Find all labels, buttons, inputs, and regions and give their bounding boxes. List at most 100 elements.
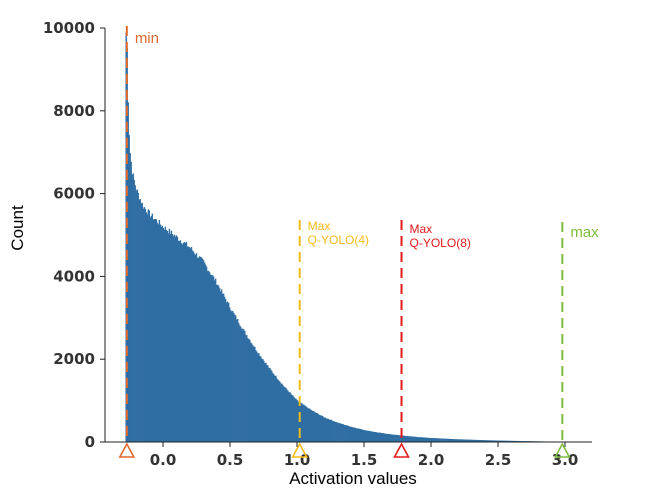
histogram-bin [208, 272, 211, 442]
histogram-bin [311, 410, 313, 442]
histogram-bin [293, 396, 295, 442]
histogram-bin [326, 418, 328, 442]
histogram-bin [276, 378, 278, 442]
histogram-bin [361, 429, 364, 442]
histogram-bin [423, 437, 426, 442]
histogram-bin [227, 303, 230, 442]
histogram-bin [174, 236, 177, 442]
histogram-bin [407, 436, 410, 442]
histogram-bin [468, 439, 470, 442]
histogram-bin [330, 419, 332, 442]
histogram-bin [240, 326, 242, 442]
y-tick-label: 10000 [43, 19, 95, 37]
histogram-bin [159, 224, 162, 442]
histogram-bin [236, 319, 238, 442]
histogram-bin [346, 425, 348, 442]
histogram-bin [302, 404, 304, 442]
histogram-bin [458, 439, 460, 442]
histogram-bin [198, 256, 201, 442]
histogram-bin [411, 436, 414, 442]
histogram-bin [245, 334, 247, 442]
histogram-bin [203, 262, 206, 442]
x-tick-label: 3.0 [552, 451, 579, 469]
histogram-bin [135, 190, 137, 442]
histogram-bin [149, 217, 151, 442]
histogram-bin [451, 439, 453, 442]
histogram-bin [430, 437, 432, 442]
annotation-label-max-q-yolo-4: Q-YOLO(4) [308, 233, 369, 247]
histogram-bin [189, 248, 192, 442]
histogram-bin [271, 371, 273, 442]
histogram-bin [481, 440, 483, 442]
histogram-bin [460, 439, 462, 442]
histogram-bin [270, 369, 272, 442]
histogram-bin [163, 229, 166, 442]
histogram-bin [185, 242, 188, 442]
histogram-bin [225, 302, 228, 442]
histogram-bin [336, 422, 338, 442]
y-tick-label: 6000 [53, 185, 95, 203]
histogram-bin [427, 437, 430, 442]
histogram-bin [453, 439, 455, 442]
histogram-bin [166, 230, 169, 442]
x-ticks: 0.0 0.5 1.0 1.5 2.0 2.5 3.0 [150, 442, 579, 469]
histogram-bin [496, 440, 498, 442]
histogram-bin [510, 440, 512, 442]
histogram-bin [341, 424, 343, 442]
x-tick-label: 0.0 [150, 451, 177, 469]
histogram-bin [260, 356, 262, 442]
histogram-bin [387, 433, 390, 442]
histogram-bin [399, 435, 402, 442]
histogram-bin [367, 430, 370, 442]
histogram-bin [409, 436, 412, 442]
histogram-bin [266, 364, 268, 442]
histogram-bin [437, 438, 439, 442]
histogram-bin [320, 415, 322, 442]
histogram-bin [169, 233, 172, 442]
histogram-bin [287, 390, 289, 442]
histogram-bin [211, 275, 214, 442]
histogram-bin [253, 346, 255, 442]
histogram-bin [413, 436, 416, 442]
histogram-bin [261, 358, 263, 442]
histogram-bin [500, 440, 502, 442]
histogram-bin [408, 436, 411, 442]
histogram-bin [487, 440, 489, 442]
histogram-bin [316, 413, 318, 442]
histogram-bin [461, 439, 463, 442]
histogram-bin [213, 280, 216, 442]
histogram-bin [127, 102, 129, 442]
histogram-bin [374, 432, 377, 442]
histogram-bin [150, 216, 153, 442]
histogram-bin [396, 434, 399, 442]
histogram-bin [196, 257, 199, 442]
histogram-bin [255, 350, 257, 442]
histogram-bin [172, 236, 175, 442]
histogram-bin [505, 440, 507, 442]
histogram-bin [431, 438, 433, 442]
annotation-label-max-q-yolo-8: Max [410, 222, 433, 236]
histogram-bin [284, 387, 286, 442]
histogram-bin [384, 433, 387, 442]
histogram-bin [252, 345, 254, 442]
histogram-bin [455, 439, 457, 442]
histogram-bin [368, 430, 371, 442]
histogram-bin [195, 253, 198, 442]
histogram-bin [233, 312, 235, 442]
histogram-bin [514, 440, 516, 442]
histogram-bin [446, 438, 448, 442]
histogram-bin [476, 439, 478, 442]
histogram-bin [501, 440, 503, 442]
histogram-bin [218, 288, 221, 442]
histogram-bin [424, 437, 427, 442]
histogram-bin [488, 440, 490, 442]
histogram-bin [478, 439, 480, 442]
histogram-bin [474, 439, 476, 442]
histogram-bin [153, 219, 156, 442]
histogram-bin [128, 134, 130, 442]
histogram-bin [366, 430, 369, 442]
histogram-bin [267, 365, 269, 442]
histogram-bin [465, 439, 467, 442]
histogram-bin [358, 428, 361, 442]
